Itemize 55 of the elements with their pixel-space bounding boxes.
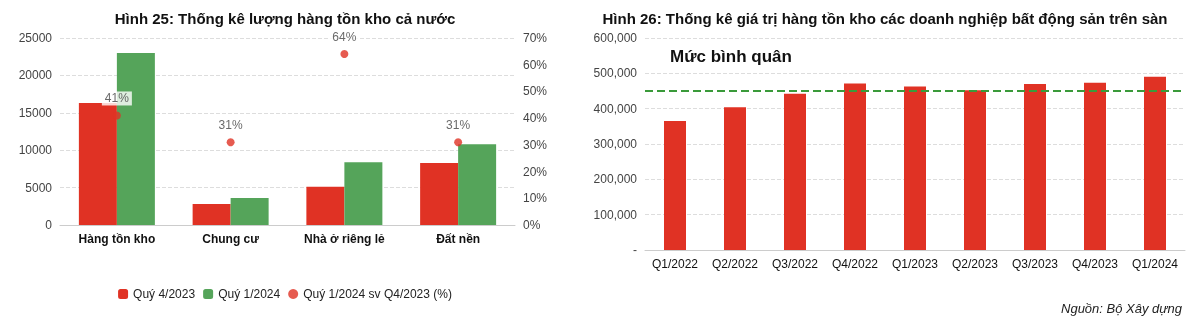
legend-label: Quý 1/2024 sv Q4/2023 (%) [303,287,452,301]
data-label: 31% [218,118,243,133]
x-tick-label: Nhà ở riêng lẻ [304,232,385,246]
y-tick-label: 25000 [18,31,53,45]
y-tick-label: 600,000 [593,31,638,45]
x-tick-label: Q2/2022 [711,257,759,271]
x-tick-label: Q1/2024 [1131,257,1179,271]
x-tick-label: Hàng tồn kho [78,232,156,246]
y2-tick-label: 60% [523,57,548,72]
ref-line-label: Mức bình quân [670,47,792,66]
y2-tick-label: 0% [523,218,541,232]
bar [230,198,269,225]
chart-title: Hình 25: Thống kê lượng hàng tồn kho cả nước [114,10,456,27]
y-tick-label: 400,000 [593,101,638,116]
x-tick-label: Q3/2023 [1011,257,1059,271]
bar [78,103,117,225]
y-tick-label: 20000 [18,68,53,83]
y2-tick-label: 70% [523,31,548,45]
x-tick-label: Q1/2023 [891,257,939,271]
bar [192,204,231,225]
legend-label: Quý 1/2024 [218,287,281,301]
y2-tick-label: 20% [523,164,548,179]
legend-label: Quý 4/2023 [133,287,196,301]
y2-tick-label: 10% [523,191,548,206]
y-tick-label: 500,000 [593,66,638,81]
y2-tick-label: 50% [523,84,548,99]
y-tick-label: 15000 [18,105,53,120]
point [454,138,463,147]
y-tick-label: 100,000 [593,207,638,222]
data-label: 64% [332,30,357,45]
y-tick-label: 200,000 [593,172,638,187]
x-tick-label: Đất nền [436,232,481,246]
x-tick-label: Q4/2022 [831,257,879,271]
point [340,50,349,59]
point [226,138,235,147]
text: Nguồn: Bộ Xây dựng [1061,301,1183,316]
y-tick-label: 10000 [18,143,53,158]
chart-title: Hình 26: Thống kê giá trị hàng tồn kho các doanh nghiệp bất động sản trên sàn [602,10,1168,27]
bar [344,162,383,225]
x-tick-label: Q1/2022 [651,257,699,271]
bar [306,186,345,225]
y-tick-label: 300,000 [593,137,638,151]
y2-tick-label: 40% [523,111,548,126]
y-tick-label: 0 [45,218,53,232]
y-tick-label: 5000 [25,180,53,195]
bar [420,162,459,225]
x-tick-label: Q4/2023 [1071,257,1119,271]
y-tick-label: - [633,243,637,257]
x-tick-label: Chung cư [202,232,260,246]
x-tick-label: Q2/2023 [951,257,999,271]
data-label: 41% [104,91,130,106]
x-tick-label: Q3/2022 [771,257,819,271]
y2-tick-label: 30% [523,137,548,152]
bar [458,144,497,225]
data-label: 31% [446,118,471,133]
